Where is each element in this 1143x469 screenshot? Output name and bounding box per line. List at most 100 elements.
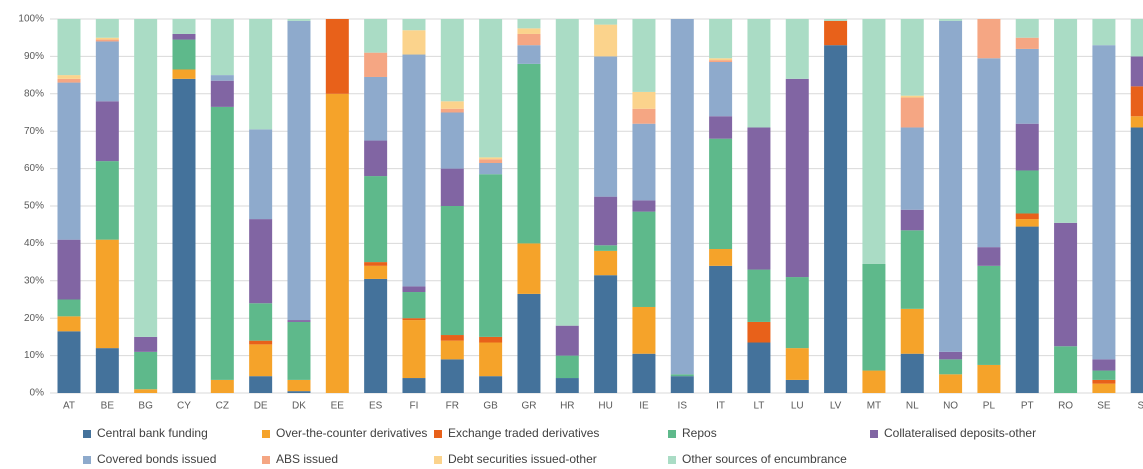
bar-segment (709, 116, 733, 139)
x-tick-label: DE (254, 401, 268, 412)
bar-segment (785, 379, 809, 393)
bar-segment (785, 78, 809, 278)
x-tick-label: LU (791, 401, 804, 412)
legend-swatch (668, 430, 676, 438)
legend-swatch (434, 456, 442, 464)
bar-segment (210, 75, 234, 81)
legend-swatch (262, 430, 270, 438)
bar-segment (747, 127, 771, 270)
bar-segment (594, 56, 618, 197)
bar-segment (632, 91, 656, 109)
bar-segment (977, 364, 1001, 393)
bar-segment (402, 19, 426, 31)
bar-segment (249, 19, 273, 130)
x-tick-label: GB (483, 401, 498, 412)
y-tick-label: 20% (24, 313, 44, 324)
bar-segment (172, 78, 196, 393)
bar-segment (1092, 45, 1116, 360)
x-tick-label: PT (1021, 401, 1034, 412)
bar-segment (134, 389, 158, 393)
bar-segment (517, 19, 541, 29)
bar-segment (210, 379, 234, 393)
x-tick-label: HR (560, 401, 574, 412)
x-tick-label: CZ (216, 401, 229, 412)
legend-label: Debt securities issued-other (448, 452, 597, 466)
y-tick-label: 30% (24, 275, 44, 286)
bar-segment (939, 351, 963, 360)
bar-segment (594, 24, 618, 57)
x-tick-label: AT (63, 401, 75, 412)
bar-segment (134, 19, 158, 337)
bar-segment (939, 374, 963, 393)
bar-segment (402, 292, 426, 319)
x-tick-label: EE (331, 401, 345, 412)
bar-segment (402, 378, 426, 393)
y-tick-label: 80% (24, 88, 44, 99)
x-tick-label: MT (867, 401, 881, 412)
bar-segment (517, 293, 541, 393)
legend-label: Exchange traded derivatives (448, 426, 599, 440)
x-tick-label: GR (521, 401, 536, 412)
bar-segment (364, 262, 388, 266)
bar-segment (210, 106, 234, 380)
bar-segment (747, 321, 771, 343)
bar-segment (249, 129, 273, 220)
bar-segment (402, 318, 426, 321)
bar-segment (134, 351, 158, 390)
legend-label: ABS issued (276, 452, 338, 466)
bar-segment (57, 316, 81, 332)
bar-segment (709, 138, 733, 250)
bar-segment (479, 336, 503, 343)
bar-segment (1092, 370, 1116, 380)
bar-segment (440, 101, 464, 109)
bar-segment (517, 63, 541, 244)
bar-segment (555, 378, 579, 393)
bar-segment (632, 200, 656, 212)
bar-segment (479, 157, 503, 160)
legend-swatch (870, 430, 878, 438)
x-tick-label: LV (830, 401, 842, 412)
x-tick-label: NL (906, 401, 919, 412)
x-tick-label: IS (678, 401, 688, 412)
bar-segment (517, 45, 541, 64)
bar-segment (57, 82, 81, 240)
bar-segment (440, 168, 464, 206)
x-tick-label: SI (1138, 401, 1143, 412)
bar-segment (1015, 123, 1039, 171)
x-tick-label: ES (369, 401, 383, 412)
y-tick-label: 100% (18, 14, 44, 25)
x-tick-label: CY (177, 401, 191, 412)
bar-segment (939, 19, 963, 21)
bar-segment (709, 62, 733, 117)
y-tick-label: 10% (24, 350, 44, 361)
legend-label: Other sources of encumbrance (682, 452, 847, 466)
bar-segment (249, 340, 273, 345)
bar-segment (364, 140, 388, 177)
bar-segment (134, 336, 158, 352)
bar-segment (1054, 19, 1078, 223)
bar-segment (172, 39, 196, 70)
bar-segment (1130, 116, 1143, 128)
y-tick-label: 0% (30, 388, 45, 399)
bar-segment (95, 37, 119, 40)
bar-segment (824, 20, 848, 46)
x-tick-label: SE (1097, 401, 1111, 412)
bar-segment (594, 245, 618, 251)
bar-segment (95, 39, 119, 42)
bar-segment (364, 19, 388, 53)
bar-segment (249, 344, 273, 377)
bar-segment (1130, 127, 1143, 394)
bar-segment (1015, 37, 1039, 49)
bar-segment (287, 20, 311, 321)
bar-segment (862, 370, 886, 393)
bar-segment (210, 80, 234, 107)
bar-segment (249, 219, 273, 304)
bar-segment (747, 342, 771, 393)
bar-segment (862, 263, 886, 371)
bar-segment (1015, 226, 1039, 393)
bar-segment (440, 19, 464, 102)
bar-segment (325, 19, 349, 94)
bar-segment (900, 19, 924, 96)
x-tick-label: HU (598, 401, 612, 412)
bar-segment (479, 174, 503, 337)
